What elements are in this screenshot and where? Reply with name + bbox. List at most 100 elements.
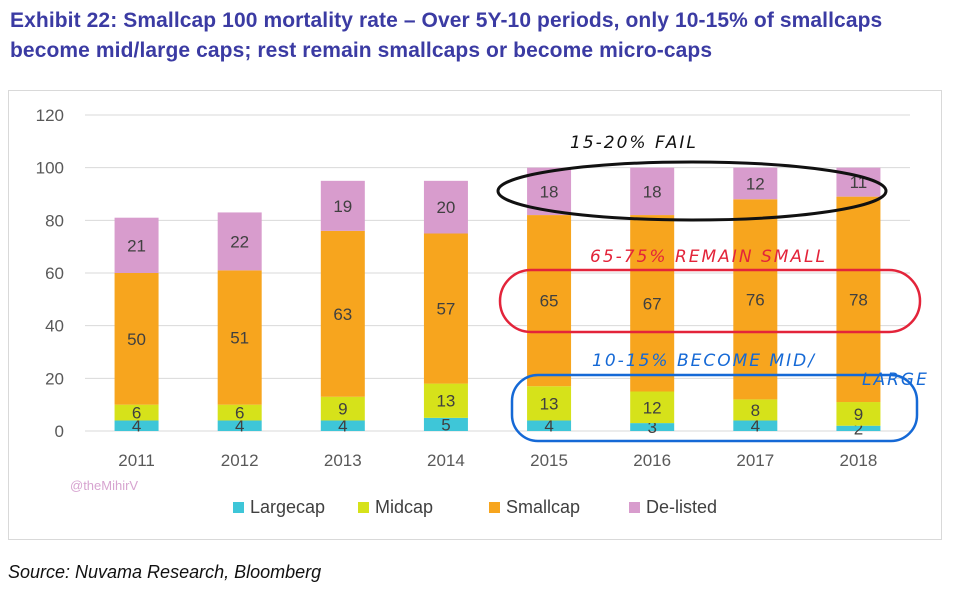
chart-title: Exhibit 22: Smallcap 100 mortality rate … — [10, 9, 883, 62]
data-label: 20 — [436, 198, 455, 217]
bar-segment-largecap — [527, 420, 572, 431]
bar-segment-midcap — [114, 404, 159, 421]
bar-segment-de-listed — [114, 217, 159, 273]
y-tick-label: 40 — [45, 317, 64, 336]
bar-segment-smallcap — [527, 215, 572, 387]
bar-segment-midcap — [836, 402, 881, 426]
handwritten-annotations: 15-20% FAIL 65-75% REMAIN SMALL 10-15% B… — [496, 133, 929, 443]
become-annotation-line2: LARGE — [862, 370, 929, 390]
data-label: 2 — [854, 419, 863, 438]
data-label: 4 — [132, 417, 141, 436]
x-axis-ticks: 2011 2012 2013 2014 2015 2016 2017 2018 — [118, 451, 877, 470]
data-label: 5 — [441, 415, 450, 434]
data-label: 9 — [338, 400, 347, 419]
x-tick-label: 2016 — [633, 451, 671, 470]
bar-segment-largecap — [836, 425, 881, 431]
legend-swatch — [629, 502, 640, 513]
x-tick-label: 2018 — [840, 451, 878, 470]
legend-label: Midcap — [375, 497, 433, 517]
data-label: 78 — [849, 290, 868, 309]
bar-segment-largecap — [320, 420, 365, 431]
bar-segment-midcap — [527, 386, 572, 421]
fail-ellipse — [496, 160, 888, 222]
become-ellipse — [510, 373, 919, 443]
bar-segment-midcap — [423, 383, 468, 418]
data-label: 19 — [333, 197, 352, 216]
source-note: Source: Nuvama Research, Bloomberg — [8, 562, 322, 582]
bar-segment-midcap — [733, 399, 778, 421]
legend-swatch — [233, 502, 244, 513]
y-tick-label: 20 — [45, 369, 64, 388]
y-tick-label: 0 — [55, 422, 64, 441]
bar-segment-largecap — [423, 417, 468, 431]
data-label: 18 — [643, 182, 662, 201]
x-tick-label: 2017 — [736, 451, 774, 470]
bar-segment-de-listed — [733, 167, 778, 200]
bar-segment-smallcap — [320, 230, 365, 397]
x-tick-label: 2013 — [324, 451, 362, 470]
legend-label: De-listed — [646, 497, 717, 517]
x-tick-label: 2011 — [118, 451, 155, 470]
data-label: 63 — [333, 305, 352, 324]
plot-frame — [8, 90, 942, 540]
bar-segment-smallcap — [423, 233, 468, 384]
gridlines — [85, 114, 910, 432]
bar-segment-de-listed — [630, 167, 675, 216]
legend-swatch — [358, 502, 369, 513]
data-label: 22 — [230, 232, 249, 251]
data-label: 3 — [647, 418, 656, 437]
x-tick-label: 2014 — [427, 451, 465, 470]
bar-segment-midcap — [217, 404, 262, 421]
data-label: 6 — [132, 404, 141, 423]
legend-swatch — [489, 502, 500, 513]
data-label: 76 — [746, 290, 765, 309]
remain-ellipse — [498, 268, 922, 334]
data-label: 21 — [127, 236, 146, 255]
data-label: 57 — [436, 300, 455, 319]
data-label: 13 — [436, 392, 455, 411]
data-label: 4 — [751, 417, 760, 436]
bar-segment-largecap — [114, 420, 159, 431]
data-label: 4 — [235, 417, 244, 436]
bar-segment-smallcap — [630, 215, 675, 392]
bar-segment-midcap — [320, 396, 365, 421]
data-label: 9 — [854, 405, 863, 424]
bar-segment-smallcap — [733, 199, 778, 400]
bars: 4650214651224963195135720413651831267184… — [114, 167, 881, 438]
data-label: 18 — [540, 182, 559, 201]
data-label: 4 — [544, 417, 553, 436]
legend-label: Smallcap — [506, 497, 580, 517]
bar-segment-de-listed — [217, 212, 262, 271]
legend: Largecap Midcap Smallcap De-listed — [233, 497, 717, 517]
x-tick-label: 2012 — [221, 451, 259, 470]
data-label: 65 — [540, 292, 559, 311]
y-axis-ticks: 0 20 40 60 80 100 120 — [36, 106, 64, 441]
bar-segment-smallcap — [217, 270, 262, 405]
x-tick-label: 2015 — [530, 451, 568, 470]
bar-segment-smallcap — [836, 196, 881, 403]
data-label: 50 — [127, 330, 146, 349]
data-label: 67 — [643, 294, 662, 313]
data-label: 12 — [746, 174, 765, 193]
become-annotation-line1: 10-15% BECOME MID/ — [592, 351, 816, 371]
bar-segment-midcap — [630, 391, 675, 424]
bar-segment-largecap — [217, 420, 262, 431]
data-label: 4 — [338, 417, 347, 436]
data-label: 6 — [235, 404, 244, 423]
data-label: 51 — [230, 329, 249, 348]
bar-segment-de-listed — [320, 180, 365, 231]
data-label: 8 — [751, 401, 760, 420]
y-tick-label: 100 — [36, 159, 64, 178]
remain-annotation: 65-75% REMAIN SMALL — [590, 247, 827, 267]
bar-segment-largecap — [630, 423, 675, 431]
bar-segment-de-listed — [423, 180, 468, 234]
bar-segment-smallcap — [114, 273, 159, 405]
fail-annotation: 15-20% FAIL — [570, 133, 698, 153]
y-tick-label: 60 — [45, 264, 64, 283]
watermark: @theMihirV — [70, 478, 139, 493]
bar-segment-largecap — [733, 420, 778, 431]
legend-label: Largecap — [250, 497, 325, 517]
y-tick-label: 120 — [36, 106, 64, 125]
data-label: 12 — [643, 398, 662, 417]
